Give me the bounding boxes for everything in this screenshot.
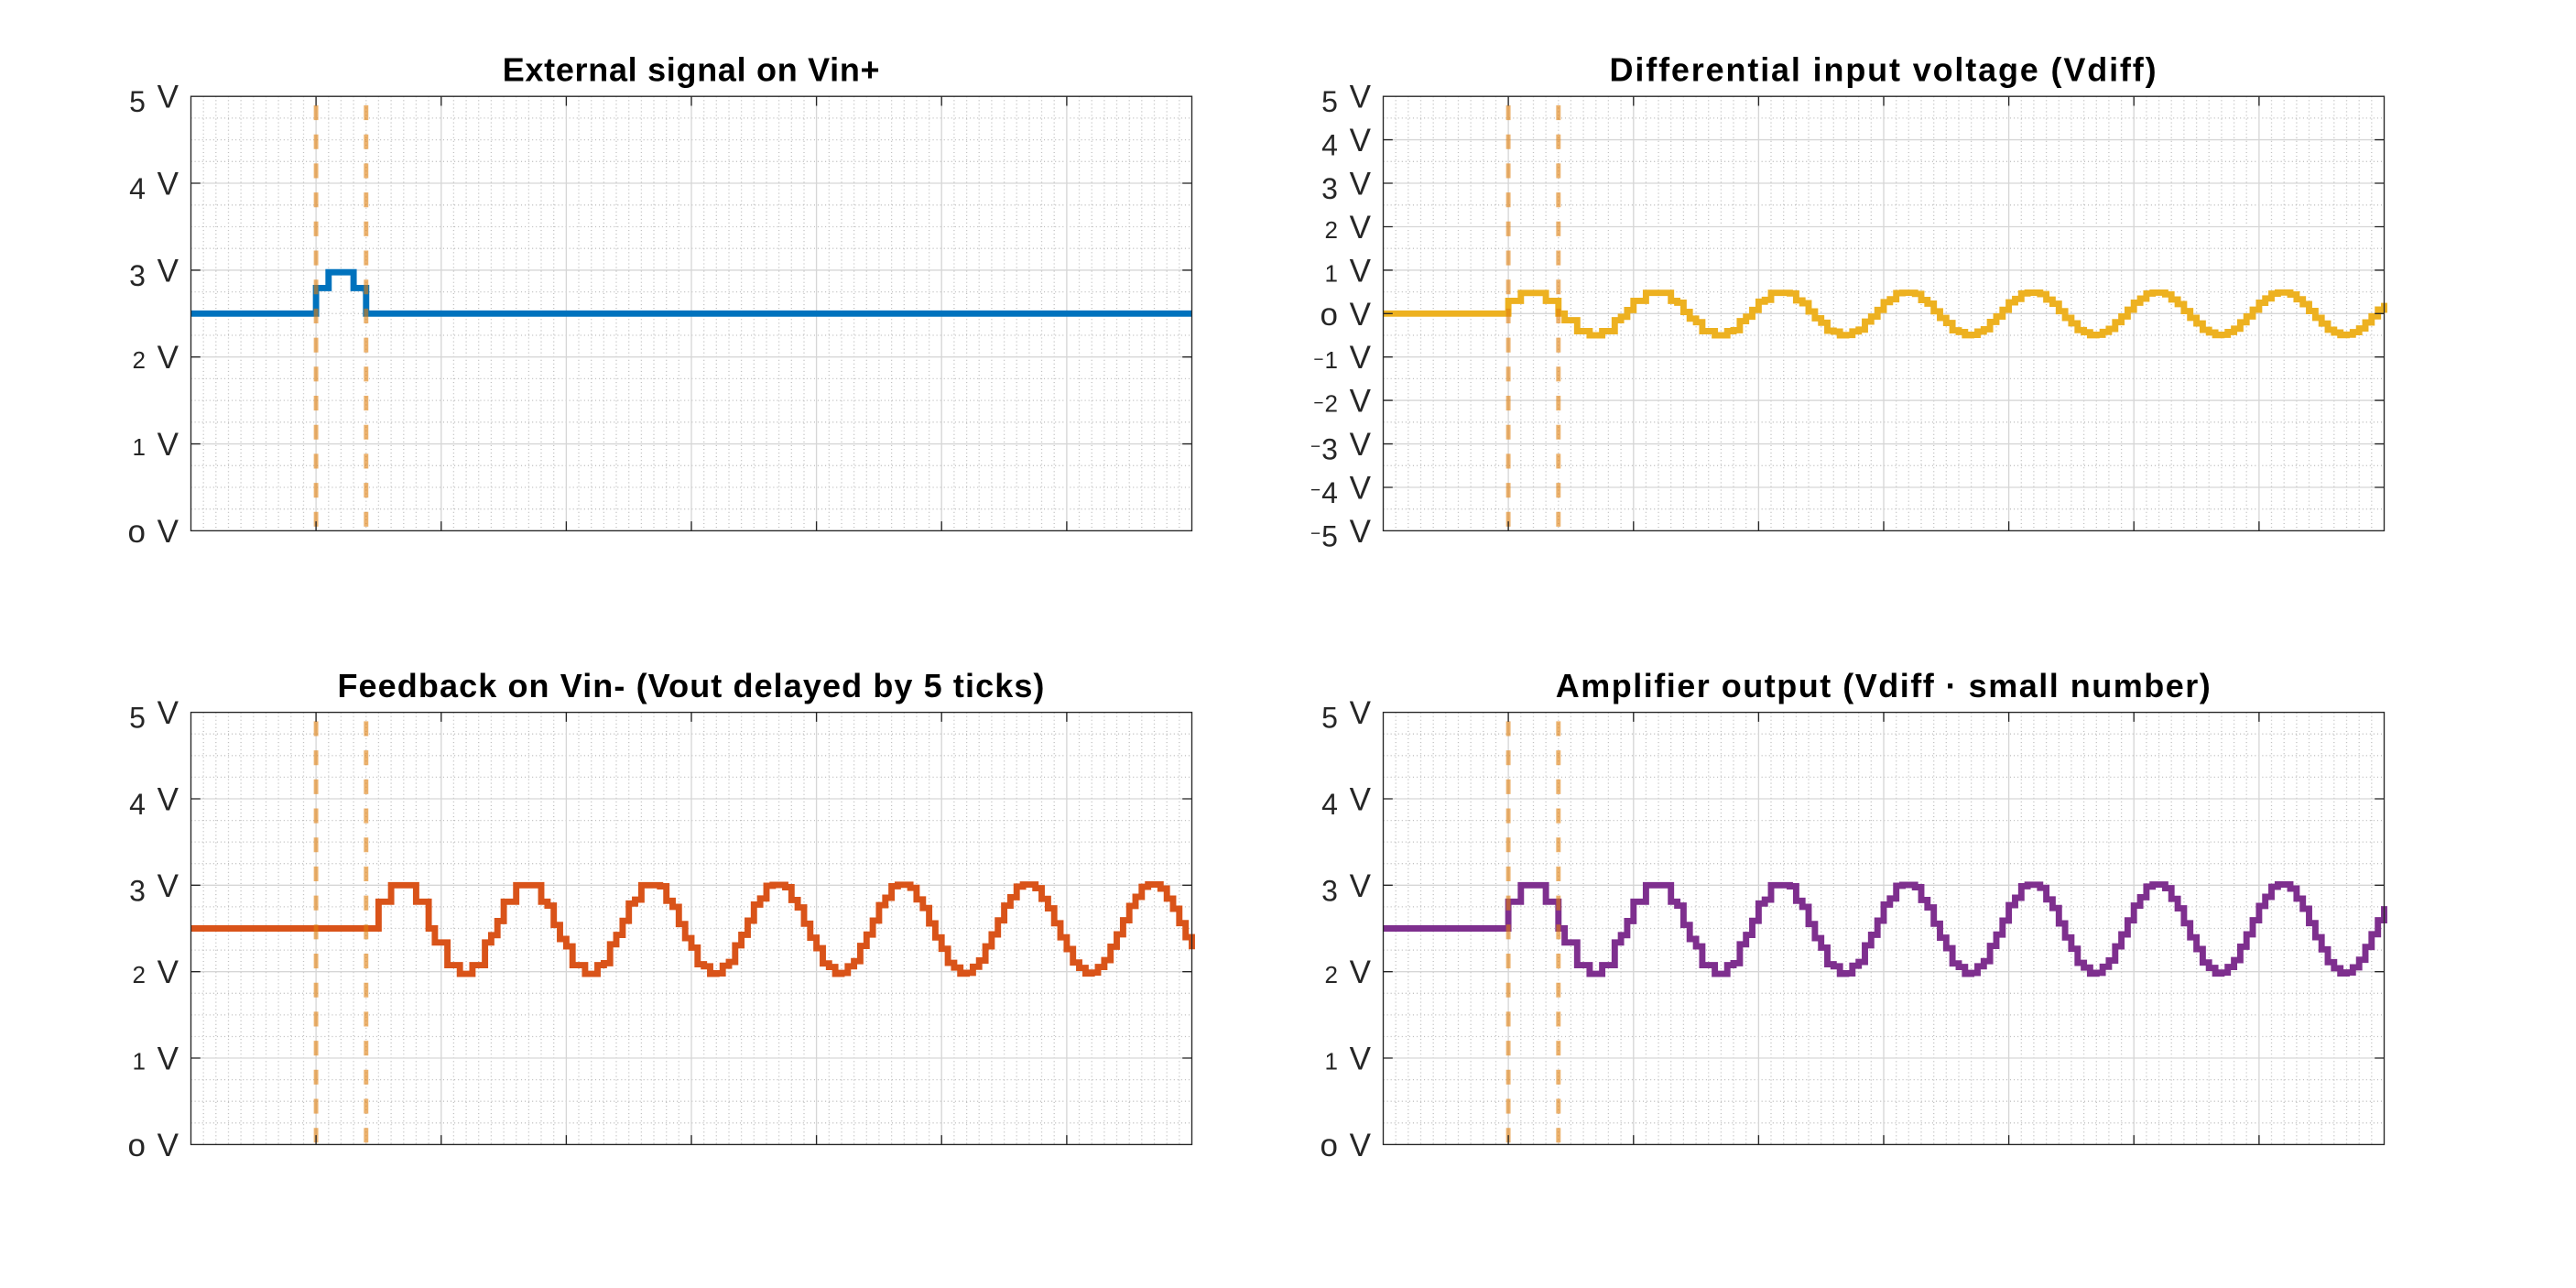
svg-text:3 V: 3 V <box>129 868 179 908</box>
svg-text:1 V: 1 V <box>132 1042 179 1077</box>
svg-text:5 V: 5 V <box>1321 80 1372 119</box>
svg-text:3 V: 3 V <box>1321 167 1372 206</box>
svg-text:2 V: 2 V <box>132 955 179 990</box>
svg-text:Feedback on Vin- (Vout delayed: Feedback on Vin- (Vout delayed by 5 tick… <box>337 667 1045 704</box>
svg-text:o V: o V <box>127 514 179 550</box>
svg-text:2 V: 2 V <box>1324 955 1371 990</box>
svg-text:o V: o V <box>1320 297 1371 333</box>
svg-text:o V: o V <box>1320 1128 1371 1163</box>
svg-text:1 V: 1 V <box>132 427 179 463</box>
svg-text:4 V: 4 V <box>129 782 179 822</box>
svg-text:Amplifier output (Vdiff · smal: Amplifier output (Vdiff · small number) <box>1556 667 2212 704</box>
svg-text:External signal on Vin+: External signal on Vin+ <box>503 51 881 89</box>
svg-text:5 V: 5 V <box>129 695 179 735</box>
svg-text:3 V: 3 V <box>129 253 179 292</box>
svg-text:Differential input voltage (Vd: Differential input voltage (Vdiff) <box>1610 51 2158 89</box>
svg-text:1 V: 1 V <box>1324 1042 1371 1077</box>
svg-text:4 V: 4 V <box>129 167 179 206</box>
svg-text:5 V: 5 V <box>129 80 179 119</box>
svg-text:o V: o V <box>127 1128 179 1163</box>
svg-text:2 V: 2 V <box>132 340 179 376</box>
svg-text:4 V: 4 V <box>1321 782 1372 822</box>
svg-text:4 V: 4 V <box>1321 123 1372 162</box>
svg-text:1 V: 1 V <box>1324 253 1371 289</box>
svg-text:2 V: 2 V <box>1324 210 1371 246</box>
svg-text:3 V: 3 V <box>1321 868 1372 908</box>
svg-text:5 V: 5 V <box>1321 695 1372 735</box>
